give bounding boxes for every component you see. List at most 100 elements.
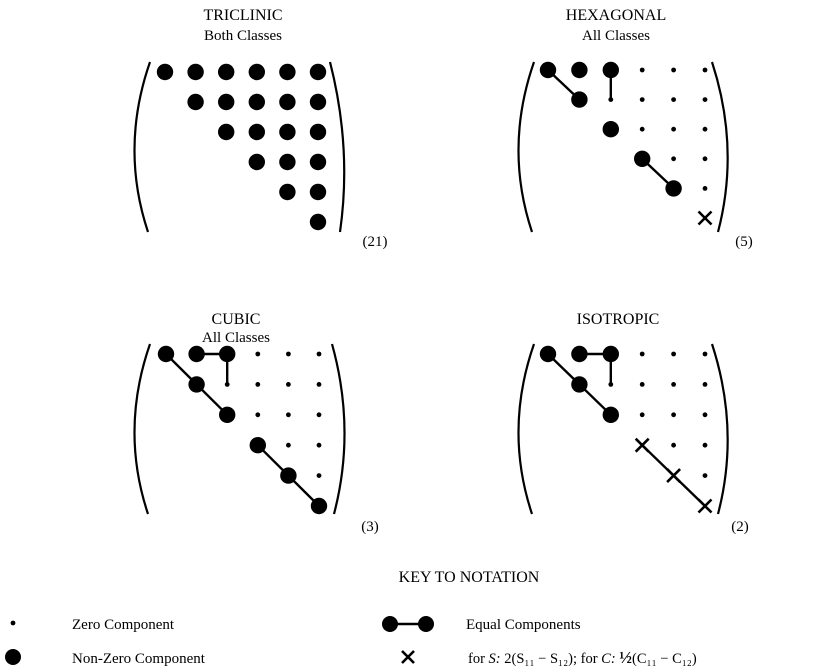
nonzero-component [218,93,235,111]
nonzero-component [218,63,235,81]
zero-component [255,351,261,357]
nonzero-component [279,153,296,171]
matrix-panel-2: HEXAGONAL All Classes (5) [517,7,753,250]
equal-components-symbol [382,616,434,632]
zero-component [671,156,676,162]
zero-component [608,382,614,387]
zero-component [702,473,708,478]
nonzero-component [309,183,327,201]
nonzero-component [248,63,265,81]
cross-formula: for S: 2(S₁₁ − S₁₂); for C: ½(C₁₁ − C₁₂) [468,648,697,667]
zero-component [671,412,676,418]
nonzero-component [218,123,235,141]
zero-component-symbol [10,620,16,626]
panel-subtitle: All Classes [582,28,650,44]
nonzero-component [309,93,327,111]
matrix-panels: TRICLINIC Both Classes (21) HEXAGONAL All Cl… [133,7,753,535]
zero-component [671,382,676,387]
nonzero-component [156,63,174,81]
zero-component [639,67,645,73]
nonzero-component [248,93,265,111]
nonzero-component [665,180,682,197]
cross-formula-c-expr: (C₁₁ − C₁₂) [632,651,697,667]
left-bracket [133,61,152,233]
nonzero-component [539,345,557,363]
nonzero-component [602,121,619,138]
nonzero-component-label: Non-Zero Component [72,651,206,667]
key-heading: KEY TO NOTATION [399,569,540,586]
zero-component [702,382,708,387]
nonzero-component-symbol [5,649,21,665]
cross-component [697,498,713,514]
zero-component [316,382,322,387]
zero-component [671,97,676,102]
nonzero-component [634,150,651,167]
nonzero-component [539,61,557,79]
nonzero-component [309,153,327,171]
left-bracket [517,61,536,233]
zero-component [671,126,676,132]
independent-count: (21) [363,234,388,250]
nonzero-component [279,93,296,111]
zero-component [255,412,261,418]
cross-component [634,437,650,453]
nonzero-component [188,376,205,393]
zero-component [286,412,291,418]
nonzero-component [571,376,588,393]
nonzero-component [157,345,175,363]
matrix-panel-4: ISOTROPIC (2) [517,311,749,535]
zero-component [702,156,708,162]
nonzero-component [309,63,327,81]
zero-component [671,351,676,357]
independent-count: (2) [731,519,749,535]
nonzero-component [602,406,619,423]
nonzero-component [249,437,266,454]
zero-component [316,351,322,357]
nonzero-component [248,123,265,141]
cross-formula-s-var: S: [489,651,501,667]
zero-component [702,442,708,448]
zero-component [702,186,708,191]
zero-component [286,382,291,387]
nonzero-component [187,93,204,111]
nonzero-component [571,91,588,108]
notation-key: KEY TO NOTATION Zero Component Non-Zero … [5,569,697,667]
cross-formula-s-expr: 2(S₁₁ − S₁₂); [504,651,577,667]
cross-component [666,468,682,484]
nonzero-component [219,406,236,423]
right-bracket [710,61,729,233]
matrix-panel-3: CUBIC All Classes (3) [133,311,379,535]
right-bracket [710,343,729,515]
cross-symbol [401,650,415,664]
independent-count: (5) [735,234,753,250]
cross-formula-half: ½ [619,648,632,667]
nonzero-component [279,123,296,141]
panel-title: ISOTROPIC [577,311,660,328]
zero-component [639,97,645,102]
independent-count: (3) [361,519,379,535]
zero-component [639,382,645,387]
zero-component [639,126,645,132]
right-bracket [328,61,346,233]
zero-component [702,126,708,132]
zero-component [316,473,322,478]
zero-component [316,442,322,448]
cross-formula-prefix-c: for [581,651,598,667]
nonzero-component [310,497,328,515]
nonzero-component [188,345,205,363]
nonzero-component [602,345,619,363]
zero-component [639,412,645,418]
zero-component-label: Zero Component [72,617,175,633]
zero-component [702,412,708,418]
zero-component [671,67,676,73]
zero-component [316,412,322,418]
nonzero-component [187,63,204,81]
cross-formula-c-var: C: [601,651,616,667]
nonzero-component [309,213,327,231]
panel-title: CUBIC [212,311,261,328]
left-bracket [133,343,152,515]
matrix-panel-1: TRICLINIC Both Classes (21) [133,7,388,250]
nonzero-component [248,153,265,171]
equal-components-label: Equal Components [466,617,581,633]
